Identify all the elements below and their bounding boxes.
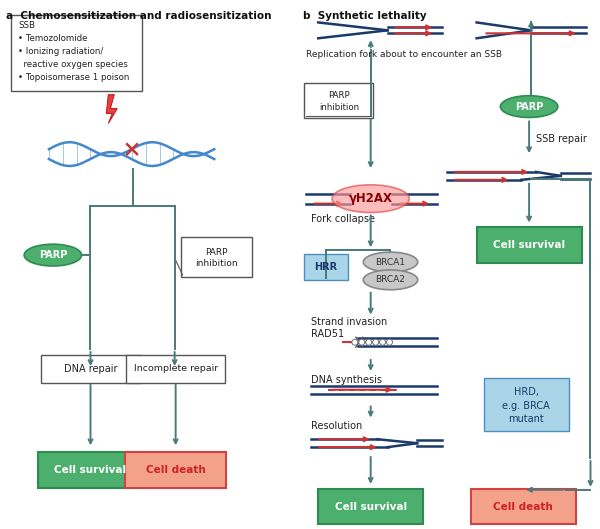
Ellipse shape bbox=[24, 244, 82, 266]
Circle shape bbox=[359, 339, 365, 345]
FancyBboxPatch shape bbox=[304, 83, 373, 118]
Circle shape bbox=[386, 339, 392, 345]
FancyBboxPatch shape bbox=[126, 355, 225, 383]
Text: HRR: HRR bbox=[314, 262, 338, 272]
FancyBboxPatch shape bbox=[476, 227, 581, 263]
Text: HRD,
e.g. BRCA
mutant: HRD, e.g. BRCA mutant bbox=[502, 387, 550, 424]
Text: Fork collapse: Fork collapse bbox=[311, 214, 375, 224]
Text: Strand invasion: Strand invasion bbox=[311, 317, 388, 327]
Ellipse shape bbox=[332, 185, 409, 213]
Text: DNA synthesis: DNA synthesis bbox=[311, 375, 382, 385]
Text: Cell survival: Cell survival bbox=[335, 501, 407, 512]
FancyBboxPatch shape bbox=[304, 254, 348, 280]
Text: γH2AX: γH2AX bbox=[349, 192, 392, 205]
FancyBboxPatch shape bbox=[41, 355, 141, 383]
FancyBboxPatch shape bbox=[38, 452, 143, 488]
Text: DNA repair: DNA repair bbox=[64, 364, 117, 374]
FancyBboxPatch shape bbox=[125, 452, 226, 488]
Text: BRCA2: BRCA2 bbox=[376, 276, 406, 285]
Text: BRCA1: BRCA1 bbox=[376, 258, 406, 267]
Polygon shape bbox=[106, 95, 117, 123]
Text: Incomplete repair: Incomplete repair bbox=[134, 364, 218, 373]
Text: SSB repair: SSB repair bbox=[536, 134, 587, 144]
Text: PARP: PARP bbox=[38, 250, 67, 260]
Text: Cell survival: Cell survival bbox=[55, 465, 127, 475]
Text: Cell death: Cell death bbox=[146, 465, 206, 475]
Text: PARP: PARP bbox=[515, 102, 543, 112]
Text: Replication fork about to encounter an SSB: Replication fork about to encounter an S… bbox=[307, 50, 502, 59]
Text: Cell death: Cell death bbox=[493, 501, 553, 512]
Text: PARP
inhibition: PARP inhibition bbox=[319, 91, 359, 112]
Text: b  Synthetic lethality: b Synthetic lethality bbox=[304, 11, 427, 21]
Text: Resolution: Resolution bbox=[311, 422, 362, 432]
Text: RAD51: RAD51 bbox=[311, 330, 344, 339]
Ellipse shape bbox=[363, 252, 418, 272]
Text: Cell survival: Cell survival bbox=[493, 240, 565, 250]
Text: SSB
• Temozolomide
• Ionizing radiation/
  reactive oxygen species
• Topoisomera: SSB • Temozolomide • Ionizing radiation/… bbox=[18, 22, 130, 82]
Circle shape bbox=[352, 339, 358, 345]
FancyBboxPatch shape bbox=[470, 489, 575, 524]
Ellipse shape bbox=[363, 270, 418, 290]
Text: a  Chemosensitization and radiosensitization: a Chemosensitization and radiosensitizat… bbox=[7, 11, 272, 21]
Circle shape bbox=[380, 339, 386, 345]
Ellipse shape bbox=[500, 96, 558, 117]
FancyBboxPatch shape bbox=[318, 489, 423, 524]
FancyBboxPatch shape bbox=[11, 15, 142, 91]
FancyBboxPatch shape bbox=[181, 238, 252, 277]
Circle shape bbox=[366, 339, 371, 345]
FancyBboxPatch shape bbox=[484, 378, 569, 431]
Circle shape bbox=[373, 339, 379, 345]
Text: PARP
inhibition: PARP inhibition bbox=[195, 248, 238, 268]
